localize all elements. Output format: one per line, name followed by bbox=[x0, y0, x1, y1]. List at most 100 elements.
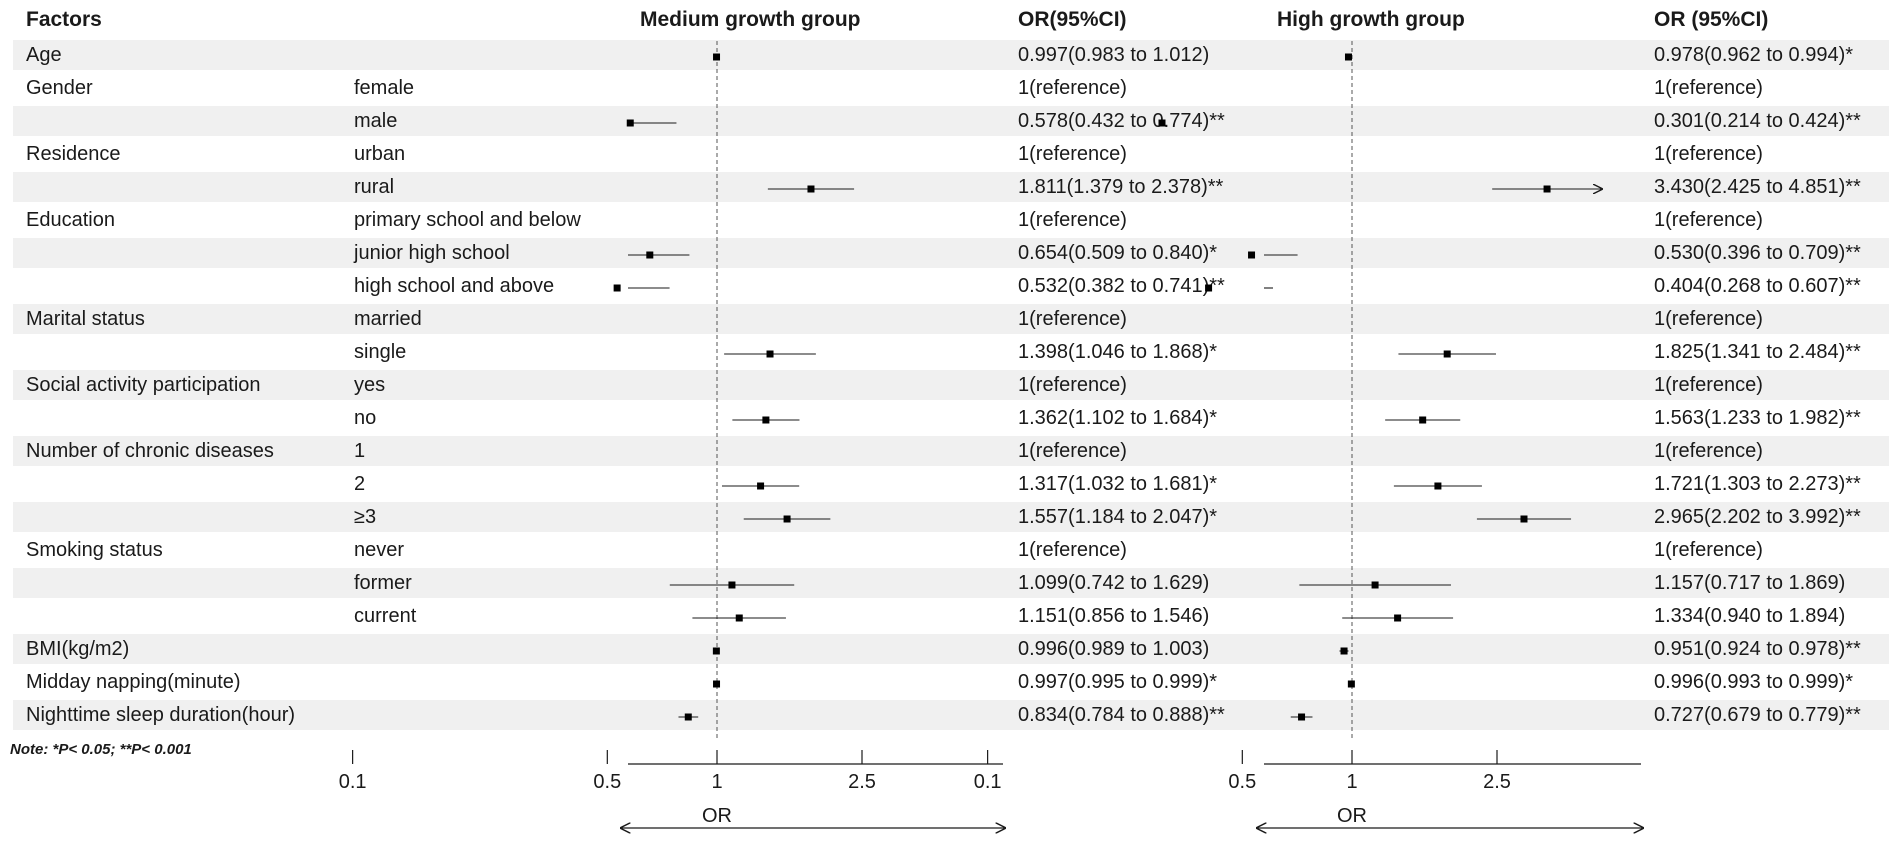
high-tick-label: 1 bbox=[1346, 771, 1357, 793]
medium-group-title: Medium growth group bbox=[640, 8, 861, 31]
level-label: former bbox=[354, 572, 412, 594]
high-point-marker bbox=[1298, 713, 1306, 721]
high-or-value: 3.430(2.425 to 4.851)** bbox=[1654, 176, 1861, 198]
level-label: junior high school bbox=[354, 242, 510, 264]
medium-or-value: 0.997(0.983 to 1.012) bbox=[1018, 44, 1210, 66]
medium-or-header: OR(95%CI) bbox=[1018, 8, 1127, 31]
row-band bbox=[13, 502, 1889, 532]
level-label: no bbox=[354, 407, 377, 429]
factor-label: Marital status bbox=[26, 308, 145, 330]
high-or-value: 0.951(0.924 to 0.978)** bbox=[1654, 638, 1861, 660]
medium-or-value: 1(reference) bbox=[1018, 308, 1127, 330]
factor-label: Age bbox=[26, 44, 62, 66]
medium-or-value: 0.578(0.432 to 0.774)** bbox=[1018, 110, 1225, 132]
medium-or-value: 0.997(0.995 to 0.999)* bbox=[1018, 671, 1218, 693]
medium-tick-label: 1 bbox=[711, 771, 722, 793]
level-label: ≥3 bbox=[354, 506, 377, 528]
row-band bbox=[13, 568, 1889, 598]
level-label: urban bbox=[354, 143, 406, 165]
level-label: single bbox=[354, 341, 407, 363]
medium-point-marker bbox=[762, 416, 770, 424]
level-label: married bbox=[354, 308, 422, 330]
medium-tick-label: 2.5 bbox=[848, 771, 876, 793]
factor-label: Education bbox=[26, 209, 115, 231]
high-tick-label: 0.5 bbox=[1228, 771, 1256, 793]
row-band bbox=[13, 370, 1889, 400]
level-label: female bbox=[354, 77, 415, 99]
high-point-marker bbox=[1347, 680, 1355, 688]
row-band bbox=[13, 238, 1889, 268]
medium-or-value: 1.398(1.046 to 1.868)* bbox=[1018, 341, 1218, 363]
high-tick-label: 2.5 bbox=[1483, 771, 1511, 793]
factor-label: Smoking status bbox=[26, 539, 163, 561]
high-or-value: 1(reference) bbox=[1654, 308, 1763, 330]
medium-or-value: 1.151(0.856 to 1.546) bbox=[1018, 605, 1210, 627]
high-or-value: 1(reference) bbox=[1654, 539, 1763, 561]
high-point-marker bbox=[1158, 119, 1166, 127]
high-point-marker bbox=[1543, 185, 1551, 193]
medium-or-value: 1.362(1.102 to 1.684)* bbox=[1018, 407, 1218, 429]
high-point-marker bbox=[1419, 416, 1427, 424]
medium-tick-label: 0.5 bbox=[593, 771, 621, 793]
high-point-marker bbox=[1443, 350, 1451, 358]
high-or-value: 0.301(0.214 to 0.424)** bbox=[1654, 110, 1861, 132]
high-or-value: 0.530(0.396 to 0.709)** bbox=[1654, 242, 1861, 264]
row-band bbox=[13, 172, 1889, 202]
row-band bbox=[13, 436, 1889, 466]
high-point-marker bbox=[1248, 251, 1256, 259]
medium-tick-label: 0.1 bbox=[339, 771, 367, 793]
medium-point-marker bbox=[766, 350, 774, 358]
high-or-value: 0.996(0.993 to 0.999)* bbox=[1654, 671, 1854, 693]
level-label: current bbox=[354, 605, 417, 627]
high-point-marker bbox=[1340, 647, 1348, 655]
factor-label: Gender bbox=[26, 77, 93, 99]
high-or-value: 0.978(0.962 to 0.994)* bbox=[1654, 44, 1854, 66]
high-or-value: 2.965(2.202 to 3.992)** bbox=[1654, 506, 1861, 528]
medium-or-value: 1.557(1.184 to 2.047)* bbox=[1018, 506, 1218, 528]
factor-label: Number of chronic diseases bbox=[26, 440, 274, 462]
medium-point-marker bbox=[757, 482, 765, 490]
medium-point-marker bbox=[646, 251, 654, 259]
high-or-value: 1.825(1.341 to 2.484)** bbox=[1654, 341, 1861, 363]
high-or-header: OR (95%CI) bbox=[1654, 8, 1769, 31]
medium-point-marker bbox=[783, 515, 791, 523]
medium-or-value: 0.654(0.509 to 0.840)* bbox=[1018, 242, 1218, 264]
high-or-value: 1(reference) bbox=[1654, 209, 1763, 231]
high-or-value: 0.727(0.679 to 0.779)** bbox=[1654, 704, 1861, 726]
high-point-marker bbox=[1344, 53, 1352, 61]
high-or-value: 1(reference) bbox=[1654, 143, 1763, 165]
medium-or-value: 0.834(0.784 to 0.888)** bbox=[1018, 704, 1225, 726]
medium-point-marker bbox=[728, 581, 736, 589]
row-band bbox=[13, 106, 1889, 136]
level-label: high school and above bbox=[354, 275, 555, 297]
medium-point-marker bbox=[712, 647, 720, 655]
level-label: yes bbox=[354, 374, 386, 396]
medium-or-value: 1.811(1.379 to 2.378)** bbox=[1018, 176, 1224, 198]
significance-note: Note: *P< 0.05; **P< 0.001 bbox=[10, 741, 192, 758]
level-label: 1 bbox=[354, 440, 366, 462]
high-or-value: 1(reference) bbox=[1654, 77, 1763, 99]
level-label: primary school and below bbox=[354, 209, 581, 231]
factor-label: Social activity participation bbox=[26, 374, 261, 396]
high-point-marker bbox=[1371, 581, 1379, 589]
level-label: male bbox=[354, 110, 398, 132]
high-point-marker bbox=[1434, 482, 1442, 490]
high-or-value: 1.334(0.940 to 1.894) bbox=[1654, 605, 1846, 627]
high-axis-label: OR bbox=[1337, 805, 1367, 827]
high-or-value: 1.721(1.303 to 2.273)** bbox=[1654, 473, 1861, 495]
row-band bbox=[13, 700, 1889, 730]
medium-or-value: 1(reference) bbox=[1018, 143, 1127, 165]
high-or-value: 1.157(0.717 to 1.869) bbox=[1654, 572, 1846, 594]
high-group-title: High growth group bbox=[1277, 8, 1465, 31]
medium-point-marker bbox=[735, 614, 743, 622]
factors-header: Factors bbox=[26, 8, 102, 31]
medium-or-value: 1.317(1.032 to 1.681)* bbox=[1018, 473, 1218, 495]
row-band bbox=[13, 304, 1889, 334]
medium-point-marker bbox=[626, 119, 634, 127]
high-or-value: 1(reference) bbox=[1654, 374, 1763, 396]
high-or-value: 1.563(1.233 to 1.982)** bbox=[1654, 407, 1861, 429]
level-label: rural bbox=[354, 176, 395, 198]
medium-or-value: 1(reference) bbox=[1018, 77, 1127, 99]
medium-or-value: 1(reference) bbox=[1018, 440, 1127, 462]
